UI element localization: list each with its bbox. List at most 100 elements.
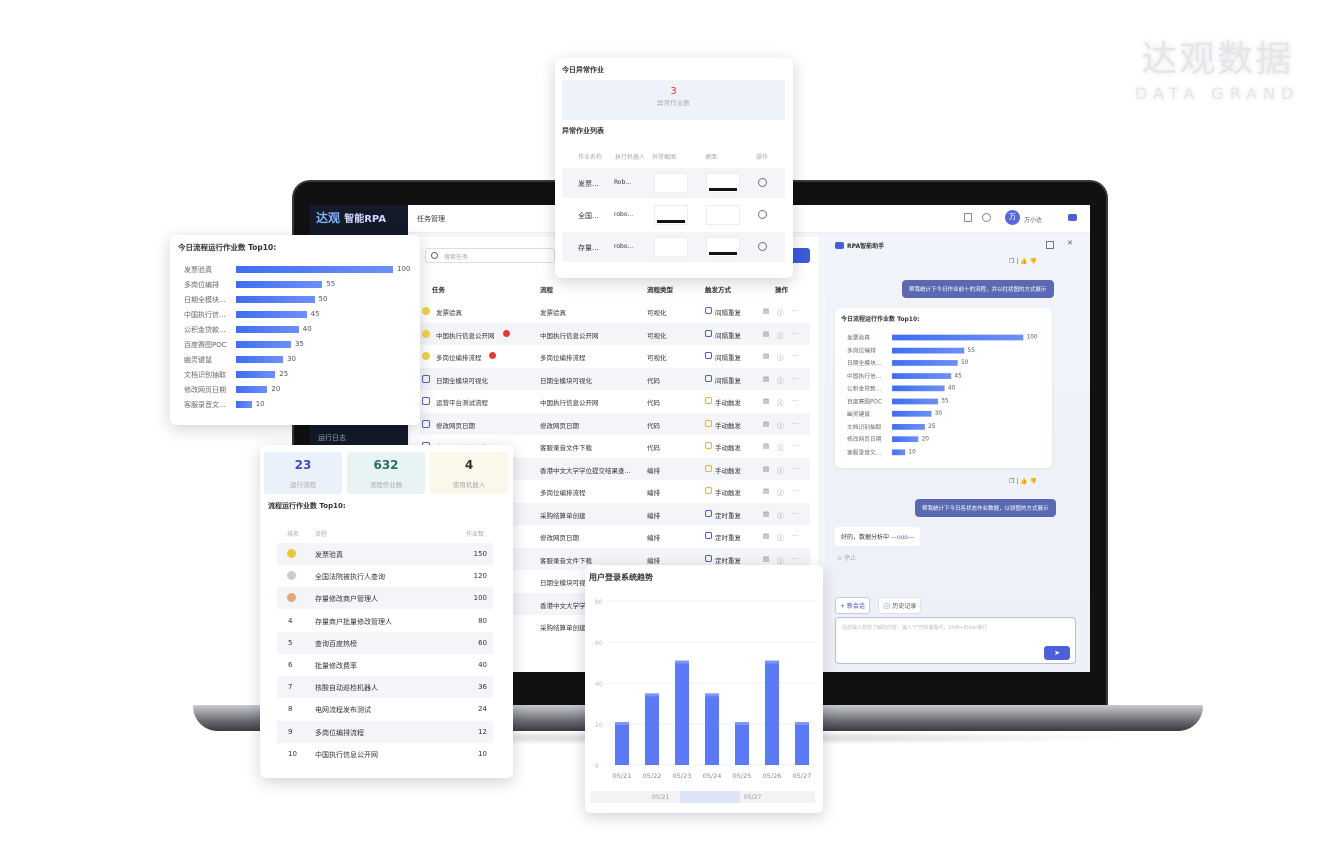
error-screenshot[interactable] [654, 173, 688, 193]
more-icon[interactable]: ··· [792, 554, 799, 563]
task-name[interactable]: 运营平台测试流程 [436, 399, 488, 407]
bar[interactable] [735, 724, 749, 765]
feedback-icons[interactable]: ❐ | 👍 👎 [1009, 258, 1038, 265]
task-name[interactable]: 多岗位编排流程 [436, 354, 482, 362]
sidebar-item-run-log[interactable]: 运行日志 [318, 434, 346, 442]
user-name[interactable]: 万小达 [1024, 217, 1043, 224]
robot-icon[interactable] [1068, 214, 1077, 221]
ranking-row[interactable]: 5 查询百度热榜 60 [277, 631, 493, 654]
log-icon[interactable]: ▤ [763, 419, 770, 428]
desktop-screenshot[interactable] [706, 205, 740, 225]
zoom-slider[interactable]: 05/21 05/27 [590, 791, 815, 803]
more-icon[interactable]: ··· [792, 464, 799, 473]
info-icon[interactable] [758, 210, 767, 219]
table-row[interactable]: 日期全模块可视化 日期全模块可视化 代码 间隔重复 ▤ ⓘ ··· [420, 367, 810, 390]
job-count: 60 [478, 638, 487, 647]
desktop-screenshot[interactable] [706, 173, 740, 193]
log-icon[interactable]: ▤ [763, 464, 770, 473]
exception-row[interactable]: 存量... robo... [562, 232, 785, 262]
new-chat-button[interactable]: + 新会话 [835, 597, 870, 614]
ranking-row[interactable]: 存量修改商户管理人 100 [277, 587, 493, 610]
slider-handle[interactable] [680, 791, 740, 803]
more-icon[interactable]: ··· [792, 419, 799, 428]
desktop-screenshot[interactable] [706, 237, 740, 257]
bar[interactable] [795, 724, 809, 765]
table-row[interactable]: 中国执行信息公开网 中国执行信息公开网 可视化 间隔重复 ▤ ⓘ ··· [420, 322, 810, 345]
ranking-row[interactable]: 6 批量修改费率 40 [277, 654, 493, 676]
log-icon[interactable]: ▤ [763, 487, 770, 495]
ranking-row[interactable]: 全国法院被执行人查询 120 [277, 565, 493, 587]
ranking-row[interactable]: 4 存量商户批量修改管理人 80 [277, 610, 493, 632]
search-input[interactable]: 搜索任务 [425, 248, 555, 263]
table-row[interactable]: 香港中文大学学位提交结果查... 编排 手动触发 ▤ ⓘ ··· [420, 457, 810, 480]
exception-row[interactable]: 发票... Rob... [562, 168, 785, 198]
more-icon[interactable]: ··· [792, 442, 799, 450]
avatar[interactable]: 万 [1005, 210, 1020, 225]
log-icon[interactable]: ▤ [763, 509, 770, 518]
info-icon[interactable]: ⓘ [777, 444, 784, 452]
bar[interactable] [615, 724, 629, 765]
more-icon[interactable]: ··· [792, 487, 799, 495]
history-button[interactable]: 🕓 历史记录 [878, 597, 922, 614]
ranking-row[interactable]: 9 多岗位编排流程 12 [277, 720, 493, 743]
primary-button[interactable] [788, 248, 810, 263]
external-link-icon[interactable] [1046, 241, 1054, 249]
more-icon[interactable]: ··· [792, 397, 799, 405]
info-icon[interactable] [758, 178, 767, 187]
more-icon[interactable]: ··· [792, 532, 799, 540]
send-button[interactable]: ➤ [1044, 646, 1070, 660]
info-icon[interactable]: ⓘ [777, 489, 784, 497]
error-screenshot[interactable] [654, 237, 688, 257]
info-icon[interactable]: ⓘ [777, 331, 784, 340]
log-icon[interactable]: ▤ [763, 554, 770, 563]
ranking-row[interactable]: 发票验真 150 [277, 543, 493, 565]
table-row[interactable]: 多岗位编排流程 多岗位编排流程 可视化 间隔重复 ▤ ⓘ ··· [420, 345, 810, 367]
log-icon[interactable]: ▤ [763, 352, 770, 360]
bar[interactable] [705, 695, 719, 765]
log-icon[interactable]: ▤ [763, 374, 770, 383]
more-icon[interactable]: ··· [792, 352, 799, 360]
log-icon[interactable]: ▤ [763, 442, 770, 450]
info-icon[interactable] [758, 242, 767, 251]
ranking-row[interactable]: 10 中国执行信息公开网 10 [277, 743, 493, 765]
bar[interactable] [645, 695, 659, 765]
info-icon[interactable]: ⓘ [777, 309, 784, 317]
table-row[interactable]: 发票验真 发票验真 可视化 间隔重复 ▤ ⓘ ··· [420, 300, 810, 322]
ranking-row[interactable]: 7 核酸自动巡检机器人 36 [277, 676, 493, 699]
feedback-icons[interactable]: ❐ | 👍 👎 [1009, 478, 1038, 485]
more-icon[interactable]: ··· [792, 509, 799, 518]
log-icon[interactable]: ▤ [763, 397, 770, 405]
chat-input[interactable]: 在此输入您想了解的内容，输入"/"可快速提问，Shift+Enter换行 ➤ [835, 617, 1076, 664]
task-name[interactable]: 发票验真 [436, 309, 462, 317]
task-name[interactable]: 中国执行信息公开网 [436, 331, 495, 340]
log-icon[interactable]: ▤ [763, 329, 770, 338]
more-icon[interactable]: ··· [792, 374, 799, 383]
info-icon[interactable]: ⓘ [777, 466, 784, 475]
close-icon[interactable]: ✕ [1067, 239, 1073, 247]
task-name[interactable]: 修改网页日期 [436, 421, 475, 430]
exception-row[interactable]: 全国... robo... [562, 200, 785, 230]
table-row[interactable]: 采购结算单创建 编排 定时重复 ▤ ⓘ ··· [420, 502, 810, 525]
more-icon[interactable]: ··· [792, 329, 799, 338]
info-icon[interactable]: ⓘ [777, 421, 784, 430]
stop-button[interactable]: ⊙ 停止 [837, 555, 856, 562]
bar[interactable] [675, 662, 689, 766]
table-row[interactable]: 运营平台测试流程 中国执行信息公开网 代码 手动触发 ▤ ⓘ ··· [420, 390, 810, 412]
info-icon[interactable]: ⓘ [777, 556, 784, 565]
log-icon[interactable]: ▤ [763, 307, 770, 315]
more-icon[interactable]: ··· [792, 307, 799, 315]
help-icon[interactable] [982, 213, 991, 222]
info-icon[interactable]: ⓘ [777, 511, 784, 520]
task-name[interactable]: 日期全模块可视化 [436, 376, 488, 385]
info-icon[interactable]: ⓘ [777, 399, 784, 407]
error-screenshot[interactable] [654, 205, 688, 225]
info-icon[interactable]: ⓘ [777, 534, 784, 542]
info-icon[interactable]: ⓘ [777, 376, 784, 385]
doc-icon[interactable] [964, 213, 972, 222]
bar[interactable] [765, 662, 779, 766]
ranking-row[interactable]: 8 电网流程发布测试 24 [277, 698, 493, 720]
table-row[interactable]: 客服录音文件下载 编排 定时重复 ▤ ⓘ ··· [420, 547, 810, 570]
info-icon[interactable]: ⓘ [777, 354, 784, 362]
log-icon[interactable]: ▤ [763, 532, 770, 540]
table-row[interactable]: 修改网页日期 修改网页日期 代码 手动触发 ▤ ⓘ ··· [420, 412, 810, 435]
